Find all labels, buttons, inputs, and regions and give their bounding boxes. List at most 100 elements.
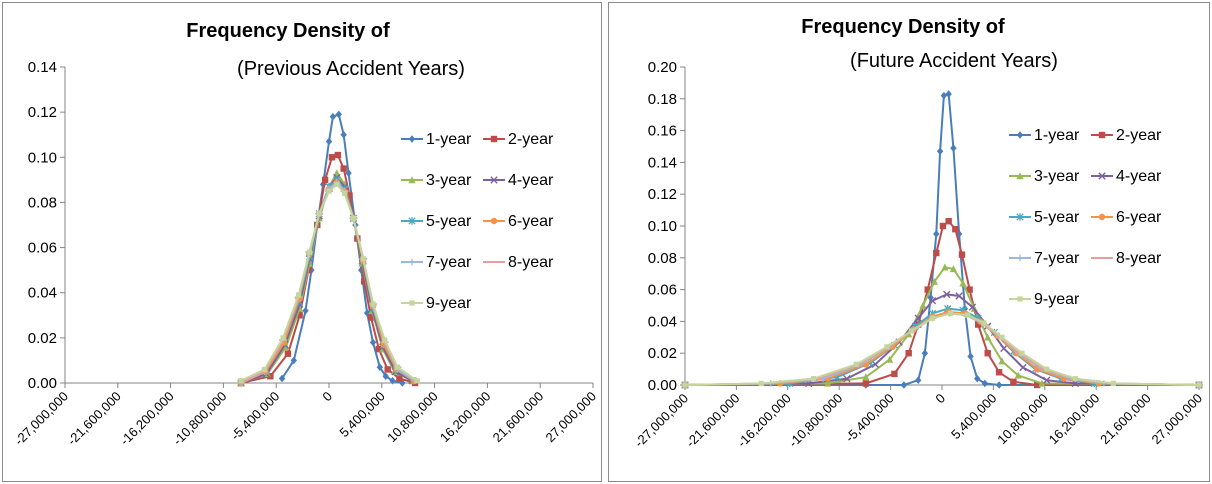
data-point-1-year <box>921 349 929 357</box>
legend-item-3-year: 3-year <box>1009 168 1080 185</box>
x-tick-label: 10,800,000 <box>994 391 1051 448</box>
data-point-1-year <box>995 381 1003 389</box>
x-tick-label: 0 <box>932 391 948 407</box>
legend-marker-2-year <box>490 135 498 143</box>
chart-svg-left: Frequency Density of (Previous Accident … <box>11 20 599 449</box>
data-point-1-year <box>981 379 989 388</box>
data-point-2-year <box>361 278 368 285</box>
data-point-9-year <box>350 215 357 221</box>
data-point-1-year <box>915 376 922 385</box>
data-point-1-year <box>278 374 286 383</box>
data-point-2-year <box>1010 378 1017 386</box>
data-point-9-year <box>360 256 366 262</box>
x-tick-label: -16,200,000 <box>734 391 794 451</box>
data-point-1-year <box>940 91 948 100</box>
legend-item-2-year: 2-year <box>1091 127 1162 144</box>
y-tick-label: 0.10 <box>28 149 57 166</box>
y-tick-label: 0.14 <box>648 154 677 171</box>
x-tick-label: -27,000,000 <box>11 389 71 449</box>
chart-title: Frequency Density of <box>801 16 1005 38</box>
data-point-1-year <box>290 356 297 365</box>
data-point-2-year <box>966 286 973 293</box>
data-point-4-year <box>871 360 880 369</box>
data-point-3-year <box>886 355 894 363</box>
x-tick-label: -21,600,000 <box>683 391 743 451</box>
data-point-2-year <box>367 314 375 321</box>
data-point-1-year <box>376 363 384 371</box>
legend-item-6-year: 6-year <box>483 213 554 230</box>
data-point-3-year <box>984 333 992 341</box>
data-point-1-year <box>335 110 342 119</box>
data-point-3-year <box>862 373 870 381</box>
y-tick-label: 0.12 <box>28 104 57 121</box>
x-tick-label: 16,200,000 <box>437 389 494 446</box>
data-point-1-year <box>974 374 981 383</box>
x-tick-label: -10,800,000 <box>786 391 846 451</box>
y-tick-label: 0.00 <box>28 375 57 392</box>
data-point-3-year <box>1014 371 1022 379</box>
x-tick-label: -27,000,000 <box>631 391 691 451</box>
legend-marker-6-year <box>1098 213 1106 221</box>
legend-label: 6-year <box>508 213 554 230</box>
data-point-2-year <box>384 366 391 373</box>
legend-label: 8-year <box>1116 250 1162 267</box>
legend-label: 4-year <box>1116 168 1162 185</box>
legend-marker-4-year <box>490 176 498 184</box>
x-tick-label: 27,000,000 <box>542 389 599 446</box>
chart-title: Frequency Density of <box>186 20 390 42</box>
legend-label: 8-year <box>508 254 554 271</box>
data-point-9-year <box>1196 382 1202 388</box>
legend-item-3-year: 3-year <box>401 172 472 189</box>
series-2-year <box>681 218 1203 389</box>
series-line-9-year <box>684 312 1200 386</box>
data-point-1-year <box>927 293 934 302</box>
data-point-9-year <box>1044 366 1050 372</box>
data-point-9-year <box>334 181 340 187</box>
data-point-1-year <box>340 130 347 139</box>
data-point-9-year <box>414 378 420 384</box>
chart-svg-right: Frequency Density of (Future Accident Ye… <box>631 16 1205 451</box>
data-point-9-year <box>280 335 286 341</box>
data-point-1-year <box>302 306 309 315</box>
y-tick-label: 0.02 <box>648 345 677 362</box>
data-point-2-year <box>396 375 403 382</box>
data-point-2-year <box>321 176 329 184</box>
data-point-3-year <box>998 357 1006 365</box>
x-tick-label: 10,800,000 <box>384 389 441 446</box>
series-6-year <box>681 308 1203 389</box>
y-tick-label: 0.06 <box>648 282 677 299</box>
legend-item-5-year: 5-year <box>1009 209 1080 226</box>
data-point-2-year <box>346 192 353 199</box>
legend-item-9-year: 9-year <box>401 295 472 312</box>
series-3-year <box>681 263 1203 389</box>
data-point-1-year <box>325 137 333 146</box>
data-point-9-year <box>238 378 244 384</box>
series-line-7-year <box>684 312 1200 386</box>
legend-marker-3-year <box>1016 172 1024 180</box>
y-tick-label: 0.04 <box>648 313 677 330</box>
legend-item-1-year: 1-year <box>1009 127 1080 144</box>
data-point-9-year <box>1110 380 1116 387</box>
series-8-year <box>237 183 421 384</box>
data-point-3-year <box>333 169 341 177</box>
data-point-9-year <box>929 315 936 321</box>
data-point-2-year <box>984 350 991 357</box>
legend-marker-1-year <box>408 135 416 143</box>
legend-marker-3-year <box>408 176 416 184</box>
legend-label: 2-year <box>508 131 554 148</box>
legend-marker-1-year <box>1016 131 1024 139</box>
data-point-9-year <box>758 380 764 387</box>
data-point-9-year <box>306 249 313 255</box>
data-point-4-year <box>914 314 922 322</box>
data-point-9-year <box>908 328 915 334</box>
series-line-2-year <box>684 220 1199 386</box>
data-point-9-year <box>326 188 332 194</box>
data-point-1-year <box>389 376 396 385</box>
x-tick-label: 21,600,000 <box>1097 391 1154 448</box>
series-9-year <box>238 181 420 384</box>
series-8-year <box>681 312 1203 386</box>
legend-marker-9-year <box>409 300 415 306</box>
legend-item-5-year: 5-year <box>401 213 472 230</box>
data-point-4-year <box>1043 376 1051 384</box>
data-point-2-year <box>933 249 940 257</box>
